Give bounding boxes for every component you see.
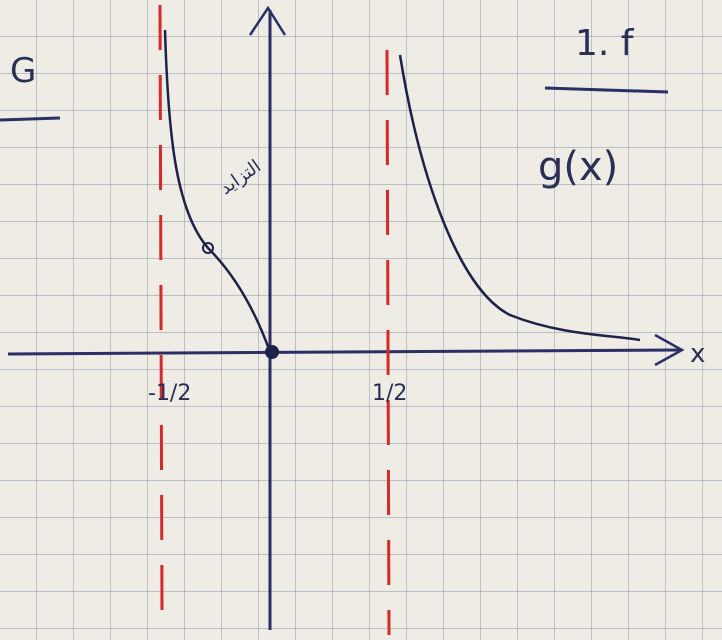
rule xyxy=(0,118,60,120)
top-right-label: 1. f xyxy=(575,23,635,64)
x-axis-label: x xyxy=(690,339,705,369)
left-asymptote-label: -1/2 xyxy=(148,381,191,406)
right-asymptote xyxy=(387,50,389,635)
top-left-label: G xyxy=(10,51,36,91)
grid xyxy=(0,0,722,640)
photo: G 1. f g(x) التزايد -1/2 1/2 x xyxy=(0,0,722,640)
function-name: g(x) xyxy=(538,144,618,190)
right-asymptote-label: 1/2 xyxy=(372,381,407,406)
left-asymptote xyxy=(160,5,162,615)
origin-point xyxy=(265,345,279,359)
